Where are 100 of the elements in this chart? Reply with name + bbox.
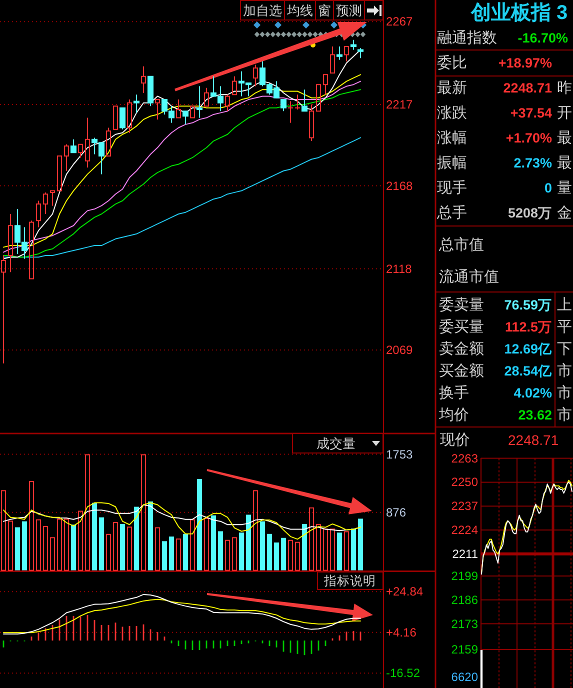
candlestick <box>64 144 70 172</box>
candlestick <box>42 192 48 215</box>
y-tick-label: 2069 <box>386 343 414 358</box>
category-label: 涨幅 <box>437 130 467 146</box>
category-label: 卖金额 <box>439 340 484 358</box>
candlestick <box>36 200 42 228</box>
candlestick <box>204 87 210 107</box>
bar <box>190 519 196 571</box>
candlestick <box>126 99 132 134</box>
text: 5208万 <box>508 206 552 220</box>
y-tick-label: 2250 <box>451 475 478 490</box>
text: 12.69亿 <box>504 342 552 356</box>
candlestick <box>154 99 160 120</box>
bar <box>302 524 308 570</box>
text: 市 <box>557 362 572 380</box>
candlestick <box>28 220 34 280</box>
bar <box>252 490 258 571</box>
category-label: 委卖量 <box>439 296 484 314</box>
candlestick <box>224 94 230 112</box>
candlestick <box>8 214 14 273</box>
candlestick <box>147 76 154 107</box>
bar <box>134 506 140 570</box>
annotation: 窗 <box>318 3 331 18</box>
bar <box>308 507 314 571</box>
y-tick-label: 876 <box>386 505 406 520</box>
candlestick <box>336 46 343 60</box>
candlestick <box>287 100 294 124</box>
text: 创业板指 3 <box>470 2 568 24</box>
candlestick <box>50 190 56 206</box>
candlestick <box>330 46 336 74</box>
category-label: 振幅 <box>437 154 467 172</box>
candlestick <box>0 254 6 364</box>
bar <box>36 519 42 571</box>
bar <box>288 540 294 571</box>
bar <box>196 478 202 570</box>
bar <box>238 532 244 570</box>
chart-title: 现价 <box>440 432 470 448</box>
candlestick <box>84 117 90 168</box>
candlestick <box>112 106 118 130</box>
y-tick-label: 2267 <box>386 14 414 29</box>
line-series <box>3 49 361 260</box>
bar <box>70 524 76 570</box>
category-label: 买金额 <box>439 362 484 380</box>
y-tick-label: 2224 <box>451 523 478 537</box>
candlestick <box>344 46 350 62</box>
bar <box>78 510 84 571</box>
candlestick <box>78 144 84 158</box>
bar <box>344 531 350 571</box>
candlestick <box>308 104 314 142</box>
category-label: 委买量 <box>439 318 484 336</box>
y-tick-label: +24.84 <box>386 584 424 599</box>
candlestick <box>133 94 140 114</box>
text: 4.02% <box>514 386 552 400</box>
category-label: 最新 <box>437 80 467 96</box>
line-series <box>3 502 361 540</box>
bar <box>280 538 286 570</box>
bar <box>84 454 90 571</box>
bar <box>112 522 118 571</box>
candlestick <box>70 138 77 154</box>
category-label: 涨跌 <box>437 104 467 122</box>
chart-subtitle: 2248.71 <box>508 432 559 448</box>
candlestick <box>294 94 301 110</box>
y-tick-label: +4.16 <box>386 625 417 640</box>
bar <box>126 526 132 571</box>
candlestick <box>252 64 258 87</box>
bar <box>22 521 28 570</box>
candlestick <box>196 86 203 118</box>
candlestick <box>322 74 328 96</box>
text: 上 <box>557 296 572 314</box>
bar <box>168 536 174 570</box>
text: 0 <box>544 180 552 196</box>
candlestick <box>182 110 189 125</box>
bar <box>148 501 154 570</box>
bar <box>210 515 216 570</box>
y-tick-label: 2186 <box>451 592 478 607</box>
y-tick-label: 2263 <box>451 451 478 466</box>
candlestick <box>190 106 196 118</box>
bar <box>294 542 300 571</box>
candlestick <box>119 107 126 130</box>
text: 最 <box>557 130 572 146</box>
candlestick <box>140 66 146 94</box>
text: 金 <box>557 204 572 222</box>
bar <box>50 537 56 571</box>
bar <box>14 527 20 570</box>
y-tick-label: 2237 <box>451 499 478 514</box>
y-tick-label: -16.52 <box>386 666 420 680</box>
bar <box>140 454 146 571</box>
category-label: 均价 <box>438 406 469 424</box>
text: 下 <box>557 340 572 358</box>
candlestick <box>301 89 308 112</box>
text: 开 <box>557 104 572 122</box>
text: 2248.71 <box>503 80 552 96</box>
candlestick <box>176 99 182 118</box>
text: 最 <box>557 154 572 172</box>
category-label: 委比 <box>437 54 467 72</box>
category-label: 总手 <box>436 204 467 222</box>
bar <box>42 526 48 571</box>
text: 112.5万 <box>504 320 552 334</box>
bar <box>98 517 104 570</box>
bar <box>106 534 112 571</box>
